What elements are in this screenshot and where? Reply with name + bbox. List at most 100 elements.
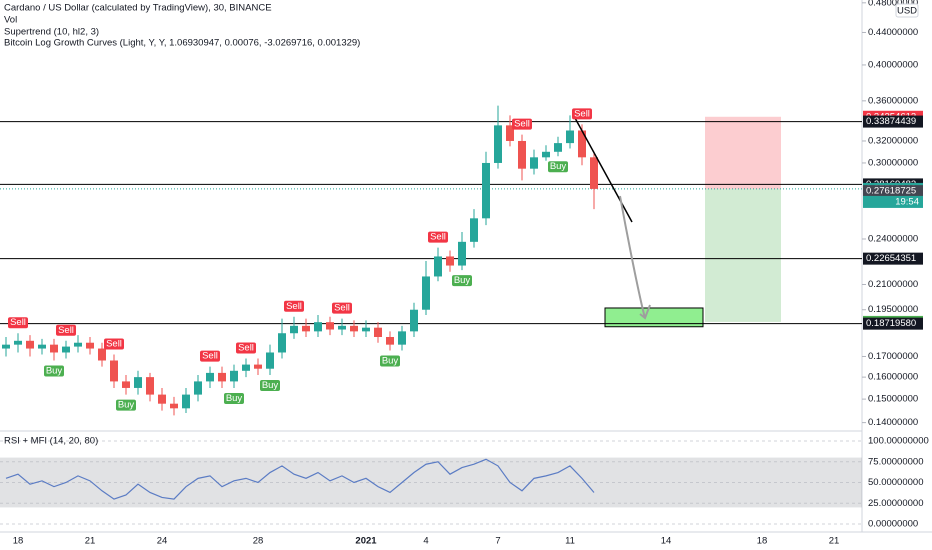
candle-body (458, 241, 466, 266)
y-tick-label: 0.16000000 (868, 372, 918, 383)
label-layer: 0.48000000 0.44000000 0.40000000 0.36000000… (8, 0, 929, 547)
price-badge (863, 252, 923, 265)
candle-body (146, 377, 154, 395)
candle-body (362, 327, 370, 332)
sell-signal (56, 324, 76, 336)
sell-signal (200, 350, 220, 362)
y-tick-label: 0.32000000 (868, 135, 918, 146)
symbol-title: Cardano / US Dollar (calculated by Tradi… (4, 3, 272, 14)
candle-body (62, 346, 70, 353)
candle-body (110, 360, 118, 382)
sell-signal (236, 342, 256, 354)
sell-signal (284, 300, 304, 312)
currency: USD (897, 6, 917, 17)
candle-body (122, 381, 130, 388)
candle-body (26, 340, 34, 349)
countdown-badge (863, 195, 923, 208)
candle-body (326, 322, 334, 330)
candle-body (470, 218, 478, 242)
candle-body (554, 143, 562, 152)
y-tick-label: 0.36000000 (868, 95, 918, 106)
indicator-legend: Vol (4, 15, 17, 26)
plot-layer (2, 105, 598, 500)
y-tick-label: 0.48000000 (868, 0, 918, 8)
buy-signal (548, 161, 568, 173)
sell-signal (428, 231, 448, 243)
rsi-tick-label: 100.00000000 (868, 436, 929, 447)
rsi-tick-label: 75.00000000 (868, 456, 923, 467)
candle-body (206, 372, 214, 382)
y-tick-label: 0.15000000 (868, 394, 918, 405)
sell-signal (8, 317, 28, 329)
y-tick-label: 0.14000000 (868, 417, 918, 428)
candle-body (494, 125, 502, 163)
buy-signal (380, 355, 400, 367)
signal-label: Buy (226, 393, 243, 404)
price-badge-label: 0.33874439 (866, 116, 916, 127)
price-badge-label: 0.22654351 (866, 253, 916, 264)
y-tick-label: 0.44000000 (868, 27, 918, 38)
candle-body (578, 130, 586, 158)
x-tick-label: 7 (495, 536, 500, 547)
price-badge-label: 0.27618725 (866, 186, 916, 197)
y-tick-label: 0.40000000 (868, 59, 918, 70)
x-tick-label: 2021 (355, 536, 377, 547)
candle-body (278, 333, 286, 353)
candle-body (50, 344, 58, 353)
candle-body (254, 364, 262, 369)
signal-label: Sell (574, 108, 590, 119)
candle-body (38, 344, 46, 349)
price-badge (863, 115, 923, 128)
candle-body (338, 325, 346, 330)
x-tick-label: 21 (829, 536, 840, 547)
candle-body (74, 342, 82, 347)
position-risk (705, 116, 781, 189)
y-tick-label: 0.24000000 (868, 233, 918, 244)
candle-body (158, 394, 166, 404)
signal-label: Buy (454, 275, 471, 286)
candle-body (14, 340, 22, 345)
candle-body (350, 325, 358, 332)
signal-label: Sell (286, 301, 302, 312)
x-tick-label: 14 (661, 536, 672, 547)
rsi-tick-label: 0.00000000 (868, 519, 918, 530)
candle-body (542, 151, 550, 158)
candle-body (242, 364, 250, 371)
candle-body (566, 130, 574, 144)
signal-label: Buy (118, 400, 135, 411)
candle-body (170, 403, 178, 409)
candle-body (182, 394, 190, 409)
candle-body (518, 140, 526, 169)
candle-body (218, 372, 226, 382)
x-tick-label: 28 (253, 536, 264, 547)
rsi-tick-label: 50.00000000 (868, 477, 923, 488)
countdown: 19:54 (895, 196, 919, 207)
candle-body (266, 352, 274, 369)
x-tick-label: 18 (13, 536, 24, 547)
price-badge (863, 317, 923, 330)
candle-body (590, 157, 598, 189)
signal-label: Sell (430, 232, 446, 243)
buy-signal (44, 365, 64, 377)
y-tick-label: 0.30000000 (868, 157, 918, 168)
signal-label: Buy (262, 380, 279, 391)
buy-signal (452, 275, 472, 287)
rsi-line (5, 458, 595, 500)
candle-body (2, 344, 10, 349)
rsi-tick-label: 25.00000000 (868, 498, 923, 509)
price-badge-label: 0.18719580 (866, 318, 916, 329)
signal-label: Sell (514, 119, 530, 130)
candle-body (422, 276, 430, 310)
candle-body (134, 377, 142, 388)
candle-body (314, 322, 322, 332)
candle-body (530, 157, 538, 169)
price-badge (863, 185, 923, 198)
candle-body (434, 256, 442, 277)
indicator-legend: Supertrend (10, hl2, 3) (4, 27, 99, 38)
candle-body (386, 336, 394, 345)
candle-body (446, 256, 454, 266)
candle-body (98, 348, 106, 361)
position-reward (705, 188, 781, 322)
